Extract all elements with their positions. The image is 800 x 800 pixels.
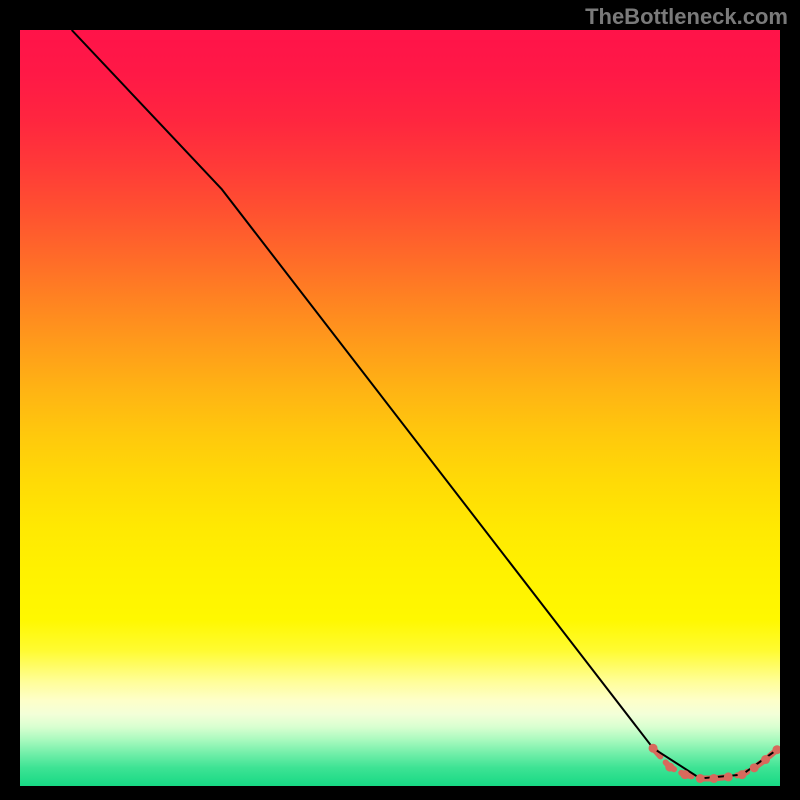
- marker-point: [665, 763, 674, 772]
- marker-point: [761, 755, 770, 764]
- marker-point: [681, 770, 690, 779]
- plot-area: [20, 30, 780, 786]
- chart-stage: TheBottleneck.com: [0, 0, 800, 800]
- marker-start: [649, 744, 658, 753]
- marker-point: [696, 774, 705, 783]
- marker-point: [738, 770, 747, 779]
- gradient-background: [20, 30, 780, 786]
- marker-point: [724, 772, 733, 781]
- plot-svg: [20, 30, 780, 786]
- watermark-text: TheBottleneck.com: [585, 4, 788, 30]
- marker-point: [709, 774, 718, 783]
- marker-point: [750, 763, 759, 772]
